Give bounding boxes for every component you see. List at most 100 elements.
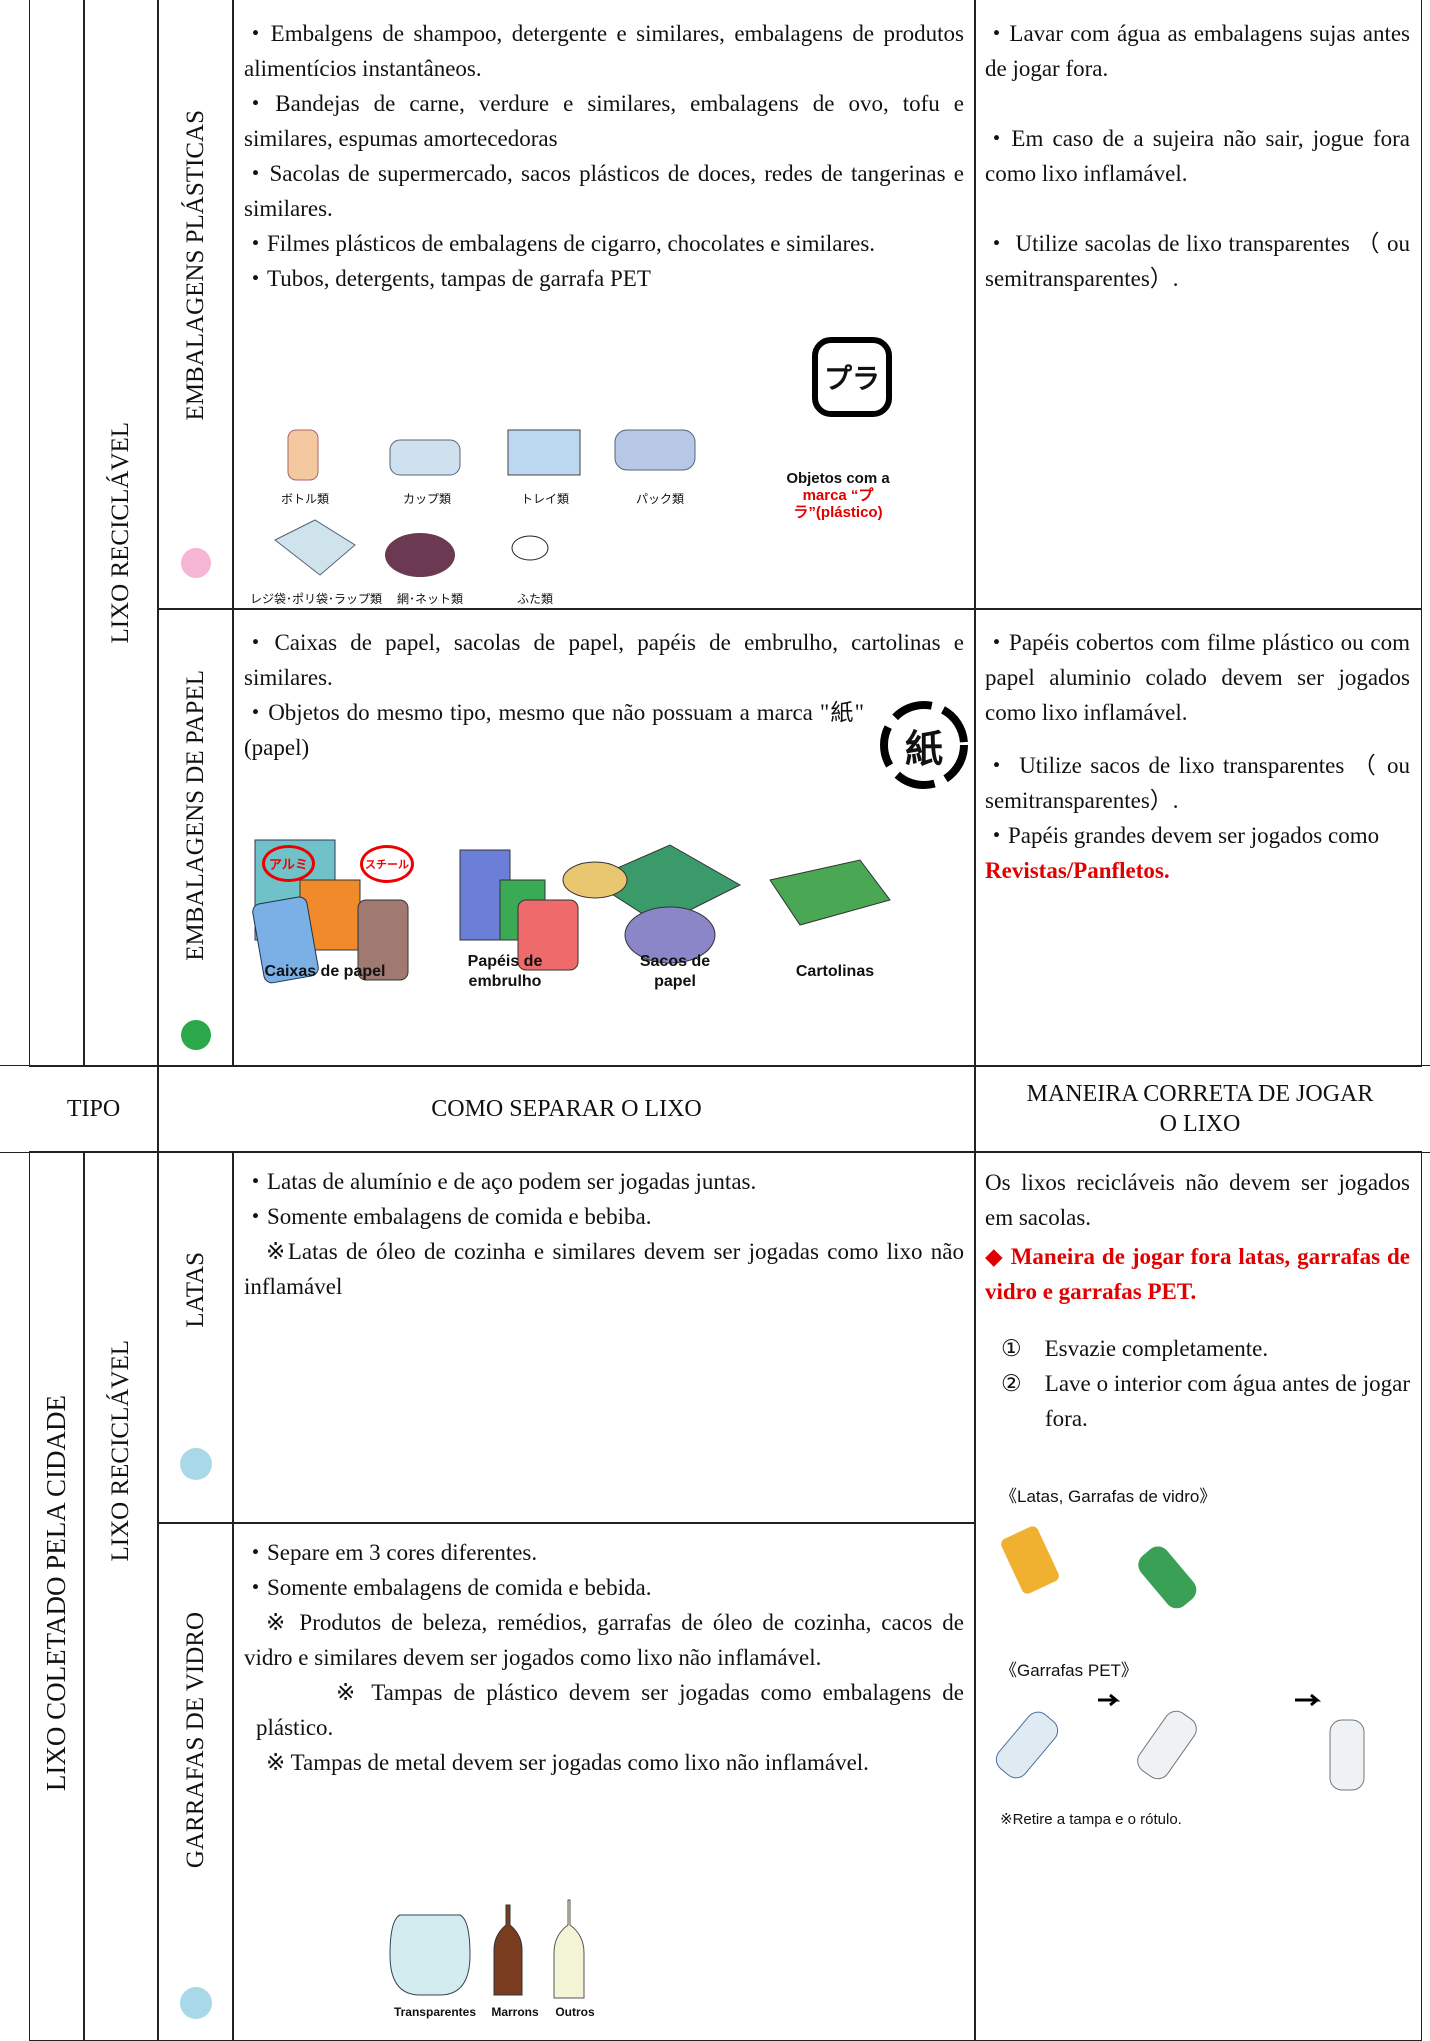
cell [974,608,1422,1067]
instructions: ・Lavar com água as embalagens sujas ante… [985,16,1410,296]
illustration [995,1711,1059,1779]
illustration [385,533,455,577]
category-text: GARRAFAS DE VIDRO [181,1611,209,1869]
cell [157,608,234,1067]
group-label-text: LIXO RECICLÁVEL [107,422,134,644]
icon [181,548,211,578]
cell [157,0,234,610]
instructions: Os lixos recicláveis não devem ser jogad… [985,1165,1410,1436]
image-label: トレイ類 [520,492,569,506]
header-cell: MANEIRA CORRETA DE JOGAR O LIXO [1026,1080,1374,1137]
illustration [553,1899,585,1999]
instruction: ・ Utilize sacos de lixo transparentes （ … [985,753,1410,813]
illustration [769,859,891,926]
cell [232,0,976,610]
image-caption: 《Latas, Garrafas de vidro》 [1000,1487,1217,1506]
image-label: レジ袋･ポリ袋･ラップ類 [250,592,383,606]
illustration [493,1904,523,1996]
illustration [1329,1719,1365,1791]
illustration [614,429,696,471]
item: ※ Tampas de plástico devem ser jogadas c… [256,1680,964,1740]
illustration [389,439,461,476]
cell [157,1065,976,1153]
group-label: LIXO RECICLÁVEL [84,1151,158,1751]
instructions: ・Papéis cobertos com filme plástico ou c… [985,625,1410,888]
item: ・Bandejas de carne, verdure e similares,… [244,91,964,151]
item: ・Caixas de papel, sacolas de papel, papé… [244,630,964,690]
items: ・Separe em 3 cores diferentes. ・Somente … [244,1535,964,1780]
illustration [1138,1546,1197,1609]
arrow [1295,1693,1322,1707]
cell [157,1151,234,1524]
icon-text: 紙 [904,726,943,771]
instruction: ・Papéis grandes devem ser jogados como [985,823,1380,848]
cell [232,608,976,1067]
illustration [287,429,319,481]
instruction: ・Papéis cobertos com filme plástico ou c… [985,630,1410,725]
step: ② Lave o interior com água antes de joga… [1001,1371,1410,1431]
category: EMBALAGENS PLÁSTICAS [158,10,233,520]
step: ① Esvazie completamente. [1001,1336,1269,1361]
item: ・Somente embalagens de comida e bebiba. [244,1204,652,1229]
instruction-red: Revistas/Panfletos. [985,858,1170,883]
item: ・Sacolas de supermercado, sacos plástico… [244,161,964,221]
group-label: LIXO RECICLÁVEL [83,0,159,1066]
image-caption: 《Garrafas PET》 [1000,1661,1138,1680]
item: ・Embalgens de shampoo, detergente e simi… [244,21,964,81]
instruction: ・Em caso de a sujeira não sair, jogue fo… [985,126,1410,186]
item: ・Latas de alumínio e de aço podem ser jo… [244,1169,757,1194]
cell [0,1065,159,1153]
category: LATAS [158,1160,233,1420]
header-cell: COMO SEPARAR O LIXO [431,1095,702,1122]
items: ・Latas de alumínio e de aço podem ser jo… [244,1164,964,1304]
mark-note: Objetos com a marca “プラ”(plástico) [768,470,908,521]
icon-text: アルミ [262,845,315,882]
item: ・Tubos, detergents, tampas de garrafa PE… [244,266,651,291]
mark-note-text: Objetos com a [786,470,890,487]
illustration [1137,1710,1197,1780]
image-label: Outros [555,2005,595,2019]
category-text: EMBALAGENS PLÁSTICAS [181,109,209,421]
image-label: カップ類 [402,492,451,506]
image-label: 網･ネット類 [396,592,463,606]
illustration [252,896,319,984]
image-label: Cartolinas [795,963,875,980]
image-label: ボトル類 [280,492,329,506]
recycle-mark [812,337,892,417]
group-label-text: LIXO RECICLÁVEL [107,1340,134,1562]
illustration [274,519,356,576]
icon [181,1020,211,1050]
cell [232,1151,976,1524]
illustration [517,899,579,971]
icon-text: プラ [823,362,880,395]
item: ※ Tampas de metal devem ser jogadas como… [266,1750,869,1775]
items: ・Caixas de papel, sacolas de papel, papé… [244,625,964,765]
icon [180,1987,212,2019]
illustration [562,861,628,899]
item: ・Separe em 3 cores diferentes. [244,1540,538,1565]
recycle-mark [880,701,968,789]
image-label: Caixas de papel [264,963,386,980]
icon-text: スチール [360,845,414,883]
header-cell: TIPO [66,1095,121,1122]
item: ※Latas de óleo de cozinha e similares de… [244,1239,964,1299]
arrow [1098,1693,1121,1707]
icon [180,1448,212,1480]
instruction: ・ Utilize sacolas de lixo transparentes … [985,231,1410,291]
cell [29,0,85,1067]
item: ・Somente embalagens de comida e bebida. [244,1575,652,1600]
instruction: ・Lavar com água as embalagens sujas ante… [985,21,1410,81]
image-label: ふた類 [516,592,553,606]
image-label: Papéis de embrulho [467,953,543,990]
instruction-heading: ◆ Maneira de jogar fora latas, garrafas … [985,1244,1410,1304]
image-label: Sacos de papel [639,953,711,990]
image-caption: ※Retire a tampa e o rótulo. [1000,1811,1182,1828]
cell [83,0,159,1067]
illustration [588,844,742,926]
instruction: Os lixos recicláveis não devem ser jogad… [985,1170,1410,1230]
illustration [507,429,581,476]
category-text: EMBALAGENS DE PAPEL [181,669,209,961]
